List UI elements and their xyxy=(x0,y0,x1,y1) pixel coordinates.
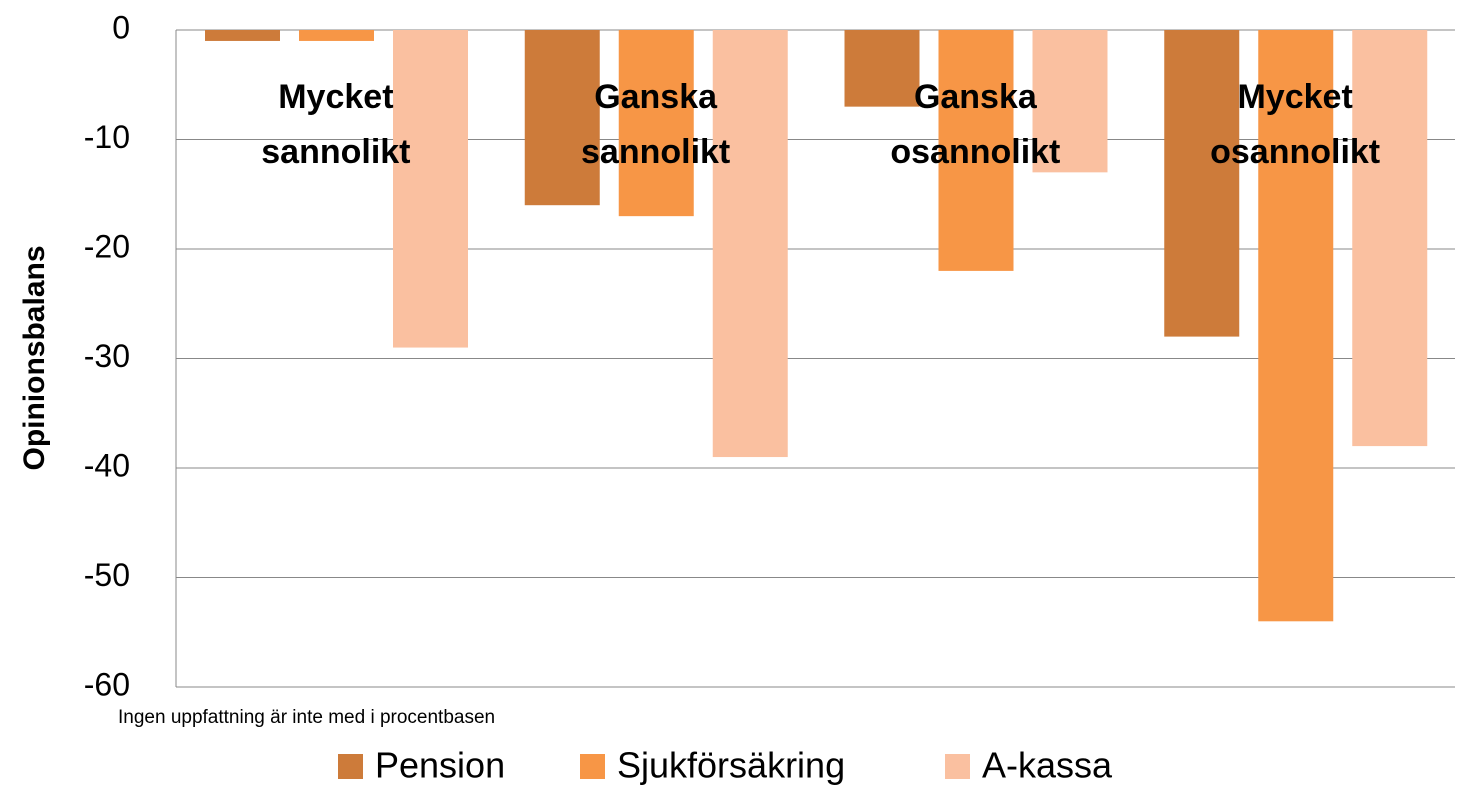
bar xyxy=(1164,30,1240,337)
legend-label: A-kassa xyxy=(982,745,1113,786)
bar xyxy=(299,30,374,41)
bar xyxy=(712,30,788,458)
category-label: Mycket sannolikt xyxy=(261,78,411,171)
legend-swatch xyxy=(945,754,970,779)
category-label: Ganska osannolikt xyxy=(890,78,1061,171)
bar xyxy=(938,30,1014,271)
legend-swatch xyxy=(338,754,363,779)
bar xyxy=(393,30,468,348)
bar xyxy=(1258,30,1334,622)
bar xyxy=(524,30,600,206)
bar xyxy=(205,30,280,41)
bar xyxy=(618,30,694,217)
note: Ingen uppfattning är inte med i procentb… xyxy=(118,707,495,728)
category-label: Mycket osannolikt xyxy=(1210,78,1381,171)
bar xyxy=(844,30,920,107)
legend-label: Sjukförsäkring xyxy=(617,745,845,786)
category-label: Ganska sannolikt xyxy=(581,78,731,171)
y-axis-label: Opinionsbalans xyxy=(18,245,51,470)
bar xyxy=(1352,30,1428,447)
y-tick-label: -30 xyxy=(84,338,130,374)
legend-swatch xyxy=(580,754,605,779)
y-tick-label: 0 xyxy=(112,9,130,45)
y-tick-label: -60 xyxy=(84,666,130,702)
y-tick-label: -10 xyxy=(84,119,130,155)
y-tick-label: -40 xyxy=(84,447,130,483)
y-tick-label: -50 xyxy=(84,557,130,593)
y-tick-label: -20 xyxy=(84,228,130,264)
bar xyxy=(1032,30,1108,173)
legend-label: Pension xyxy=(375,745,505,786)
